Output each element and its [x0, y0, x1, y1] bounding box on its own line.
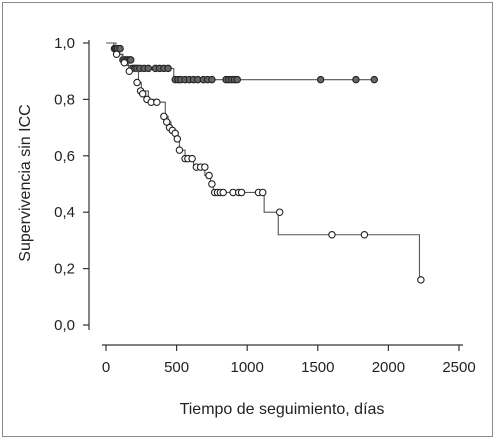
series-2 [106, 42, 425, 284]
censor-marker [153, 98, 161, 106]
censor-marker [133, 78, 141, 87]
censor-marker [258, 188, 267, 197]
x-tick-label: 1500 [301, 359, 334, 376]
censor-marker [275, 208, 284, 216]
x-tick-label: 500 [164, 359, 189, 376]
censor-marker [219, 188, 227, 197]
censor-marker [112, 50, 121, 59]
y-tick-label: 1,0 [54, 35, 75, 52]
censor-marker [201, 163, 209, 171]
y-tick-label: 0,8 [54, 91, 75, 108]
censor-marker [208, 180, 216, 188]
x-tick-label: 2000 [372, 359, 405, 376]
censor-marker [125, 67, 134, 75]
censor-marker [120, 58, 129, 67]
y-tick-label: 0,0 [54, 317, 75, 334]
censor-marker [360, 231, 369, 239]
censor-marker [126, 56, 135, 64]
y-tick-label: 0,2 [54, 261, 75, 278]
censor-marker [417, 276, 425, 284]
censor-marker [370, 75, 379, 84]
censor-marker [233, 75, 242, 84]
censor-marker [138, 90, 147, 98]
series-1 [106, 42, 379, 84]
censor-marker [352, 75, 360, 84]
axes: 0,0 0,2 0,4 0,6 0,8 1,0 0 500 1000 1500 2000 2500 [54, 35, 476, 376]
censor-marker [188, 154, 196, 163]
x-axis-label: Tiempo de seguimiento, días [180, 401, 385, 418]
y-tick-label: 0,4 [54, 204, 75, 221]
censor-marker [175, 146, 184, 154]
censor-marker [164, 64, 172, 73]
y-tick-label: 0,6 [54, 148, 75, 165]
censor-marker [205, 171, 213, 180]
censor-marker [316, 75, 325, 84]
x-tick-label: 0 [102, 359, 110, 376]
x-tick-label: 2500 [442, 359, 475, 376]
censor-marker [208, 75, 216, 84]
x-tick-label: 1000 [231, 359, 264, 376]
survival-step-line [106, 42, 375, 81]
censor-marker [237, 188, 246, 197]
censor-marker [144, 64, 153, 73]
censor-marker [173, 135, 182, 143]
series-group [106, 42, 425, 284]
censor-marker [116, 44, 124, 53]
figure-frame [2, 2, 493, 437]
censor-marker [328, 231, 336, 239]
y-axis-label: Supervivencia sin ICC [17, 104, 34, 261]
